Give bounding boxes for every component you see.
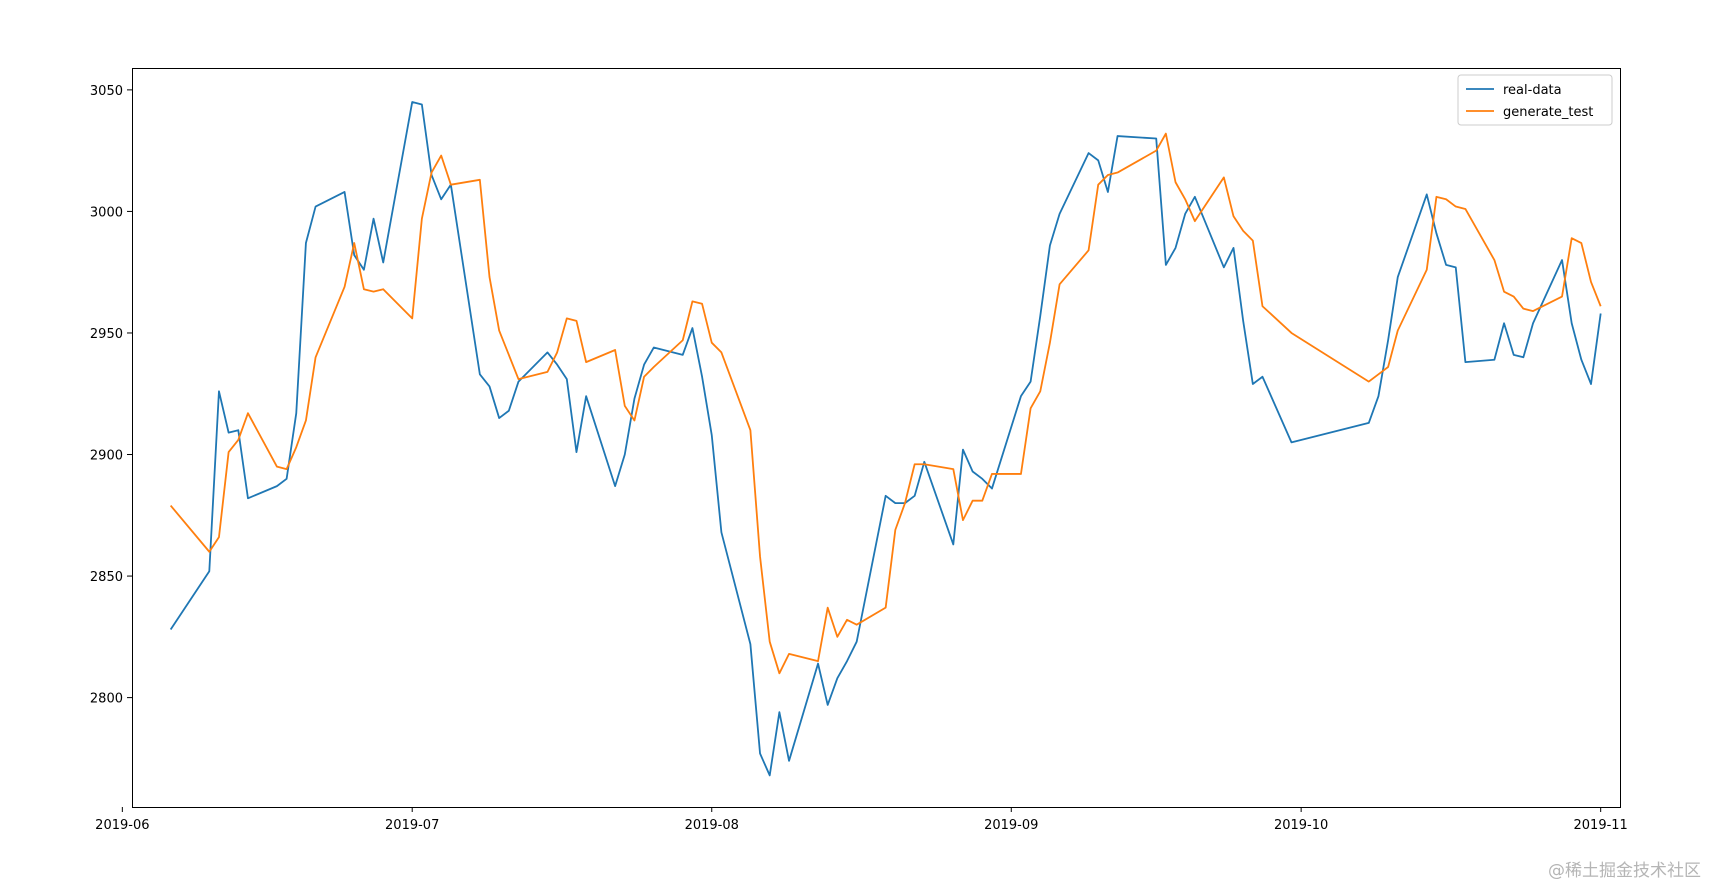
series-line-1: [169, 101, 1602, 777]
y-tick-label: 2800: [90, 692, 123, 707]
watermark: @稀土掘金技术社区: [1548, 861, 1701, 881]
legend-label-2: generate_test: [1503, 105, 1593, 120]
y-tick-label: 3050: [90, 84, 123, 99]
x-tick-label: 2019-06: [95, 818, 149, 833]
x-tick-label: 2019-10: [1274, 818, 1328, 833]
legend: real-data generate_test: [1457, 74, 1613, 126]
x-tick-label: 2019-08: [685, 818, 739, 833]
series-line-2: [169, 132, 1602, 675]
y-tick-label: 3000: [90, 205, 123, 220]
series-layer: [169, 101, 1602, 777]
legend-label-1: real-data: [1503, 83, 1562, 98]
legend-box: [1457, 74, 1613, 126]
x-tick-label: 2019-09: [984, 818, 1038, 833]
y-tick-label: 2950: [90, 327, 123, 342]
x-tick-label: 2019-07: [385, 818, 439, 833]
y-tick-label: 2850: [90, 570, 123, 585]
y-axis: 2800 2850 2900 2950 3000 3050: [90, 84, 132, 707]
plot-frame: [132, 68, 1621, 808]
y-tick-label: 2900: [90, 449, 123, 464]
x-tick-label: 2019-11: [1574, 818, 1628, 833]
x-axis: 2019-06 2019-07 2019-08 2019-09 2019-10 2019-…: [95, 807, 1628, 833]
